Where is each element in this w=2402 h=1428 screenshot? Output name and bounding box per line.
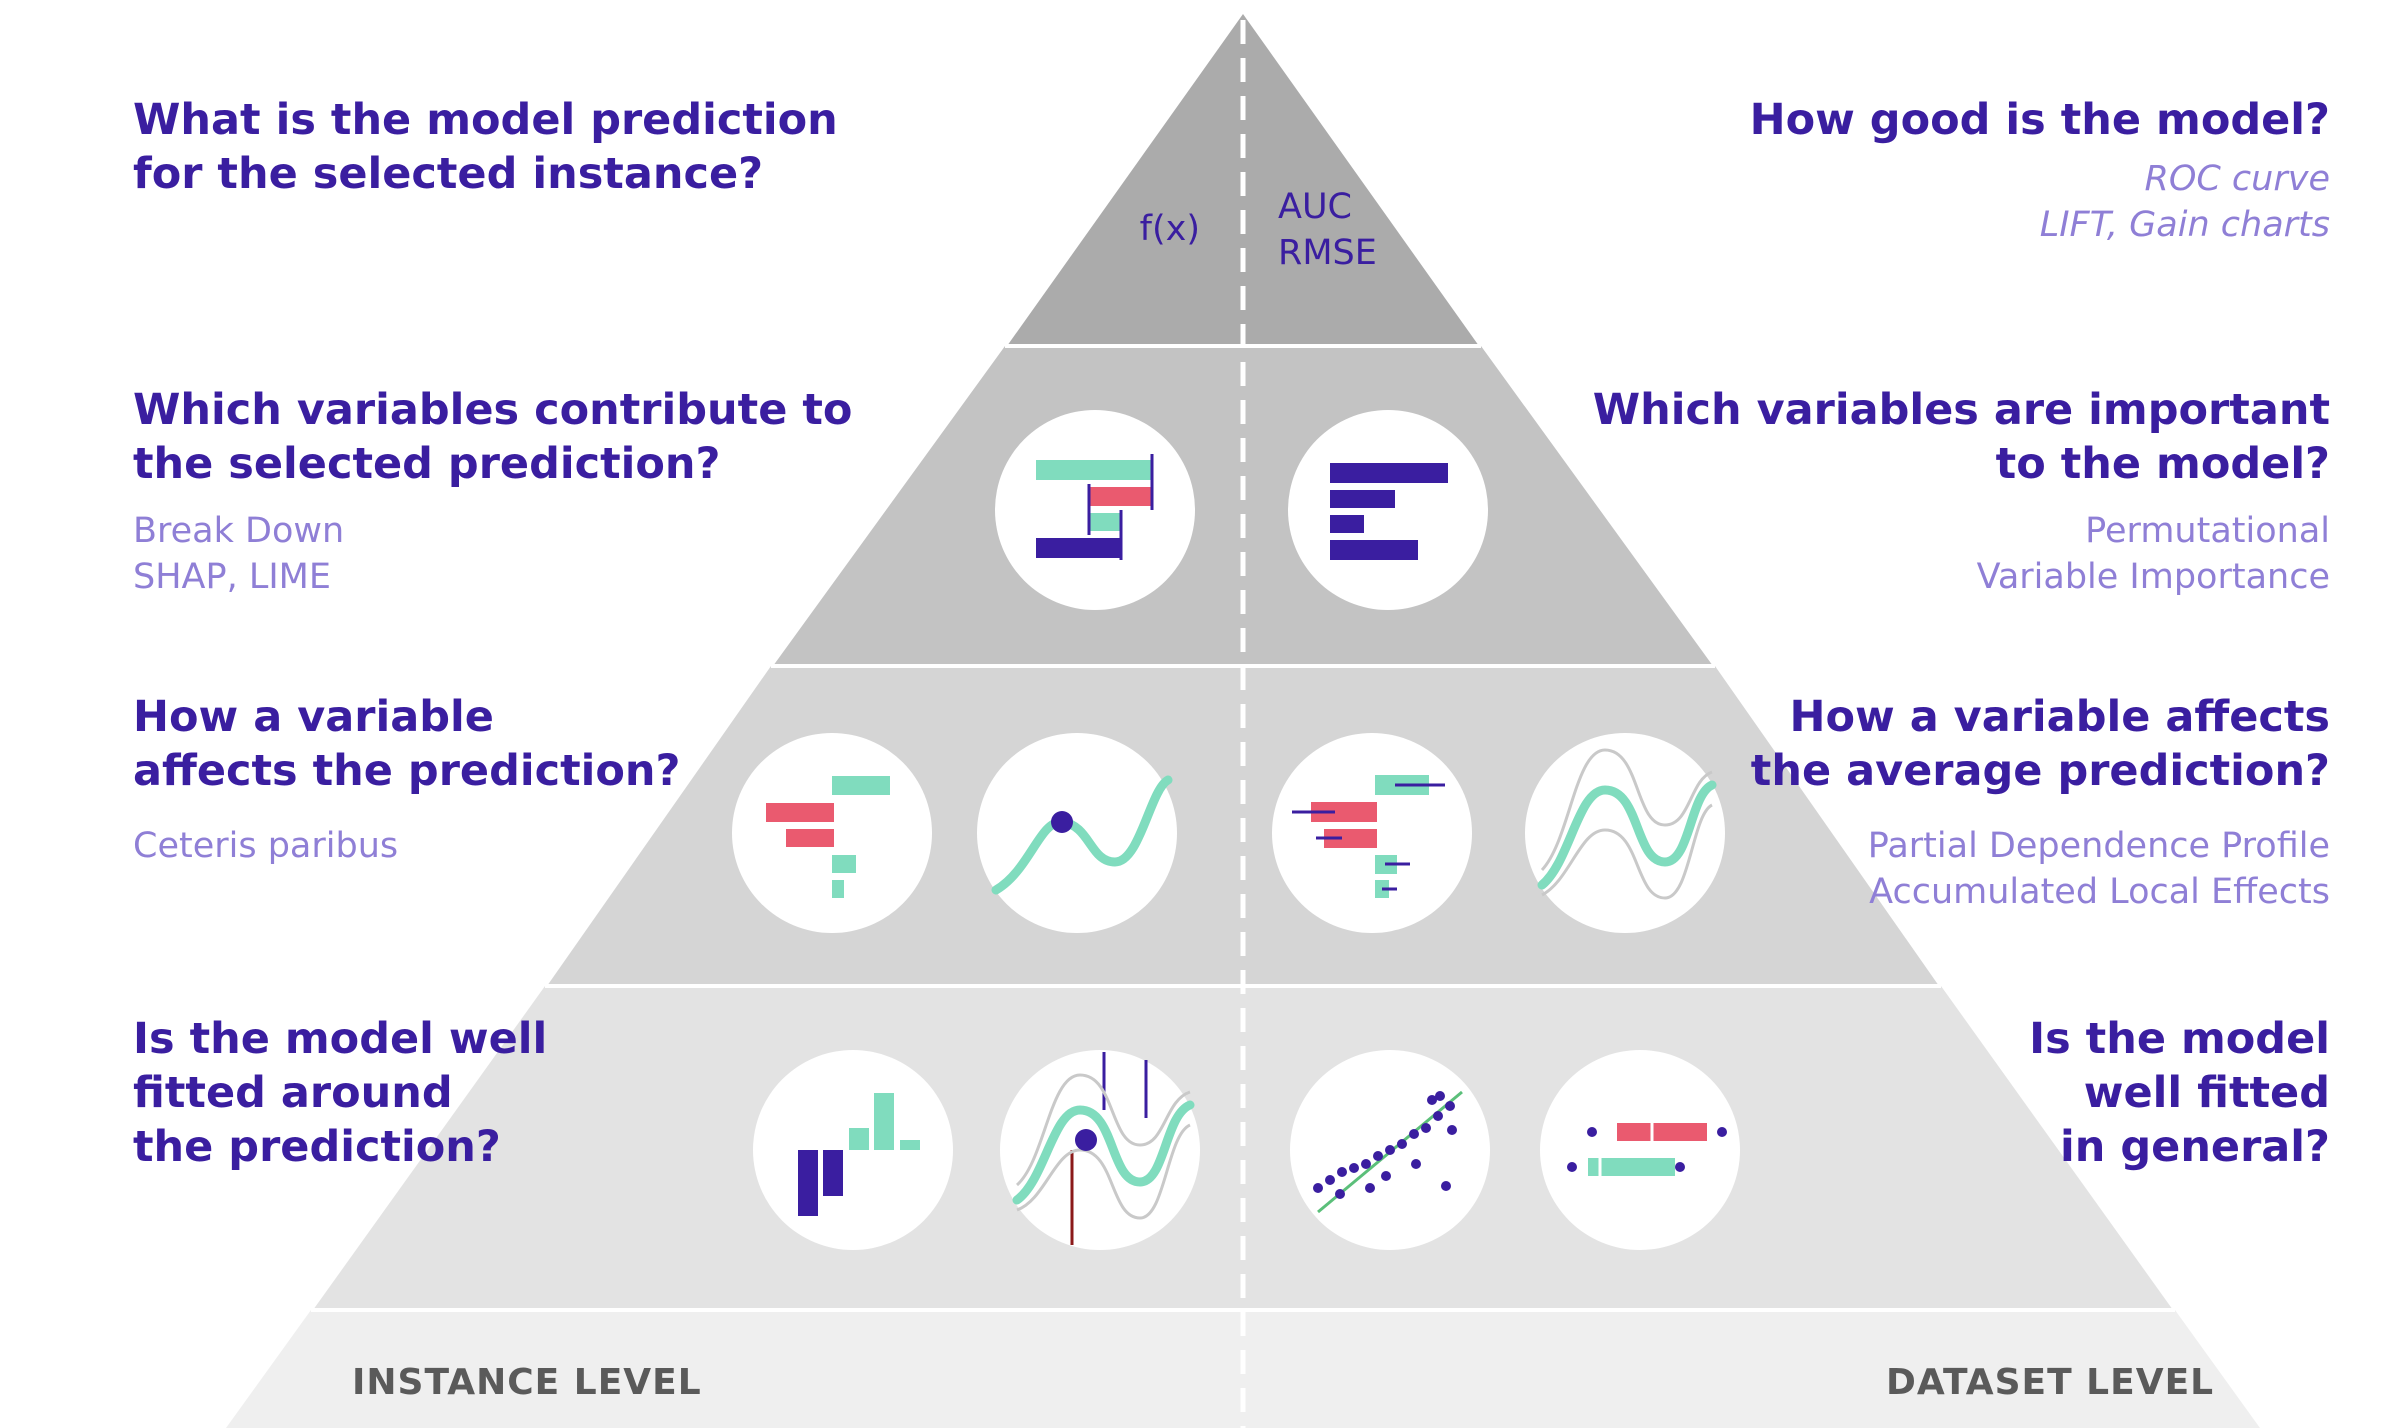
dataset-methods-2: Permutational Variable Importance (1976, 511, 2330, 597)
variable-importance-icon (1288, 410, 1488, 610)
instance-question-1: What is the model prediction for the sel… (133, 95, 838, 199)
residual-scatter-icon (1290, 1050, 1490, 1250)
dataset-question-3: How a variable affects the average predi… (1750, 692, 2330, 796)
instance-level-label: INSTANCE LEVEL (352, 1362, 702, 1403)
tier-2 (773, 346, 1713, 666)
tier-4 (313, 986, 2173, 1310)
dataset-question-2: Which variables are important to the mod… (1592, 385, 2330, 489)
apex-left-metric: f(x) (1139, 209, 1200, 249)
partial-dependence-profile-icon (1525, 733, 1725, 933)
instance-methods-2: Break Down SHAP, LIME (133, 511, 345, 597)
local-fit-histogram-icon (753, 1050, 953, 1250)
ceteris-paribus-profile-icon (977, 733, 1177, 933)
instance-question-2: Which variables contribute to the select… (133, 385, 853, 489)
partial-dependence-bars-icon (1272, 733, 1472, 933)
instance-question-3: How a variable affects the prediction? (133, 692, 681, 796)
dataset-question-4: Is the model well fitted in general? (2029, 1014, 2330, 1172)
instance-methods-3: Ceteris paribus (133, 826, 399, 866)
ceteris-paribus-bars-icon (732, 733, 932, 933)
dataset-methods-3: Partial Dependence Profile Accumulated L… (1867, 826, 2330, 912)
dataset-question-1: How good is the model? (1749, 95, 2330, 145)
dataset-level-label: DATASET LEVEL (1886, 1362, 2215, 1403)
local-fit-profile-icon (1000, 1050, 1200, 1250)
instance-question-4: Is the model well fitted around the pred… (133, 1014, 548, 1172)
residual-boxplot-icon (1540, 1050, 1740, 1250)
break-down-icon (995, 410, 1195, 610)
dataset-methods-1: ROC curve LIFT, Gain charts (2039, 159, 2330, 245)
apex-right-metrics: AUC RMSE (1278, 187, 1377, 273)
